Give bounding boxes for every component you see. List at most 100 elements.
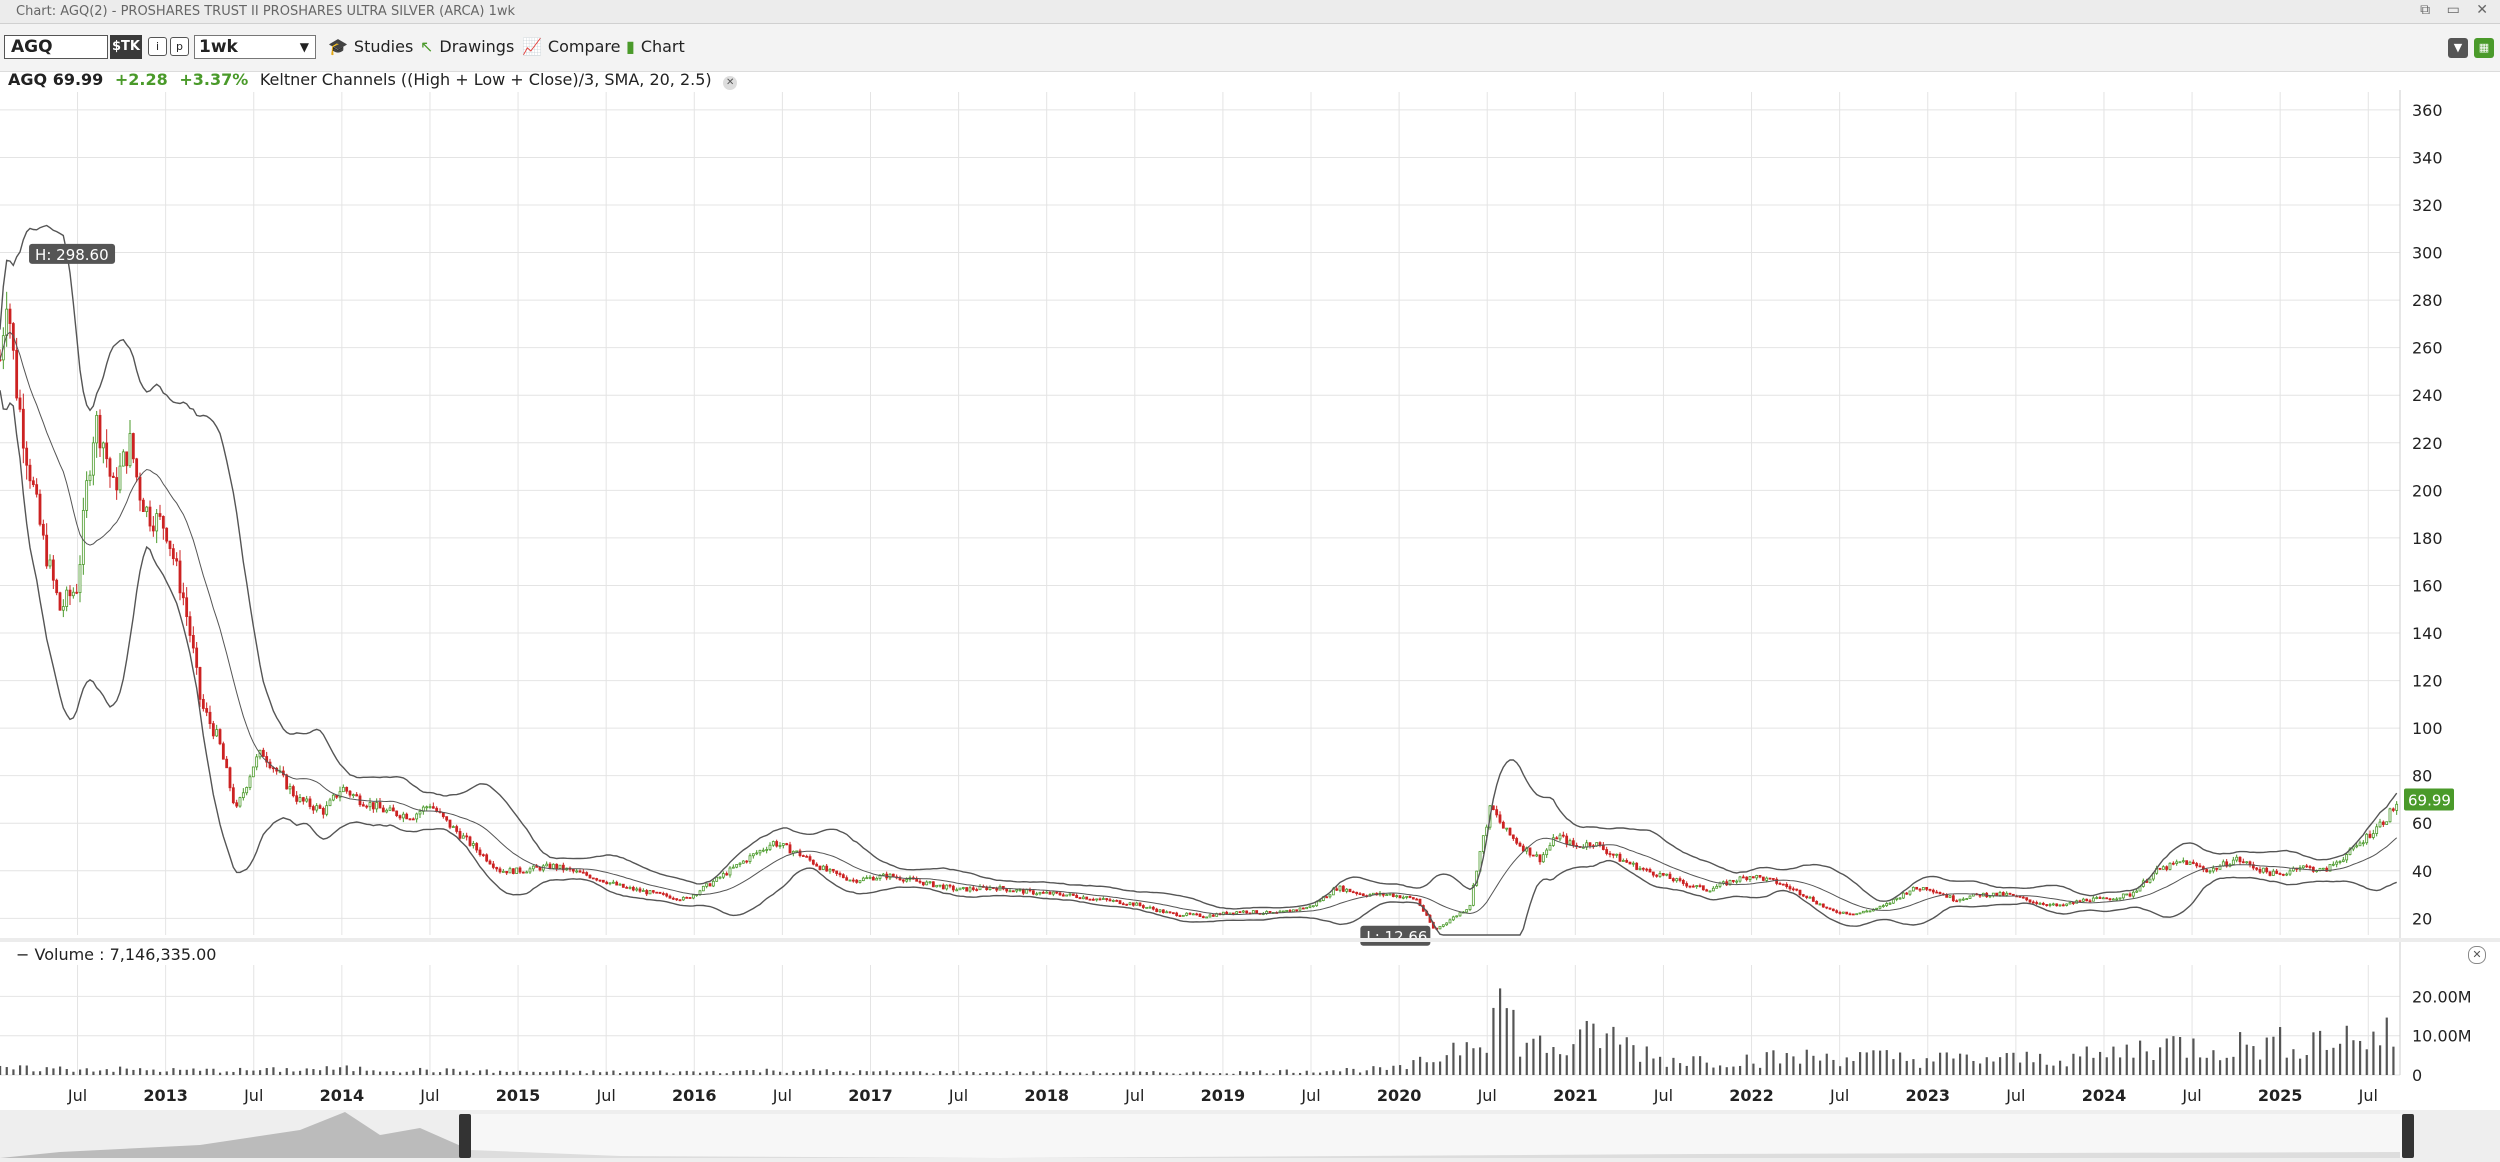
candle-body (1818, 903, 1822, 906)
close-volume-icon[interactable]: ✕ (2468, 946, 2486, 964)
pin-icon[interactable]: p (170, 37, 189, 56)
time-axis-label: 2020 (1377, 1086, 1422, 1105)
volume-bar (99, 1070, 102, 1075)
volume-bar (1139, 1071, 1142, 1075)
candle-body (388, 807, 392, 811)
navigator-selection[interactable] (465, 1114, 2407, 1158)
candle-body (1528, 847, 1532, 856)
collapse-icon[interactable]: − (16, 945, 30, 964)
time-axis-label: 2017 (848, 1086, 893, 1105)
candle-body (428, 806, 432, 809)
candle-body (828, 868, 832, 872)
candle-body (1515, 838, 1519, 844)
volume-bar (2099, 1051, 2102, 1075)
candle-body (2135, 890, 2139, 893)
candle-body (515, 867, 519, 874)
candle-body (1778, 883, 1782, 885)
volume-bar (785, 1072, 788, 1075)
candle-body (1235, 911, 1239, 915)
navigator-handle[interactable] (2402, 1114, 2414, 1158)
candle-body (418, 810, 422, 815)
volume-bar (2152, 1060, 2155, 1075)
volume-bar (825, 1069, 828, 1075)
volume-bar (165, 1071, 168, 1075)
volume-bar (332, 1069, 335, 1075)
candle-body (795, 850, 799, 853)
candle-body (2275, 870, 2279, 874)
volume-bar (1325, 1071, 1328, 1075)
volume-bar (1772, 1050, 1775, 1075)
price-tick-label: 160 (2412, 576, 2443, 595)
remove-study-icon[interactable]: ✕ (723, 76, 738, 90)
candle-body (651, 890, 655, 893)
candle-body (2388, 808, 2392, 823)
chart-type-button[interactable]: ▮ Chart (626, 37, 685, 56)
volume-bar (339, 1067, 342, 1075)
volume-bar (5, 1067, 8, 1075)
candle-body (1851, 913, 1855, 916)
keltner-upper-band (0, 224, 2398, 910)
volume-bar (2039, 1053, 2042, 1075)
candle-body (1608, 853, 1612, 855)
candle-body (1805, 895, 1809, 898)
candle-body (1838, 912, 1842, 914)
candle-body (761, 849, 765, 852)
studies-button[interactable]: 🎓 Studies (328, 37, 413, 56)
volume-bar (985, 1072, 988, 1075)
volume-bar (2219, 1060, 2222, 1075)
candle-body (1031, 890, 1035, 895)
candle-body (5, 308, 9, 337)
volume-bar (1212, 1073, 1215, 1075)
period-select[interactable]: 1wk ▼ (194, 35, 316, 59)
candle-body (1931, 889, 1935, 893)
candle-body (188, 616, 192, 636)
menu-dropdown-icon[interactable]: ▼ (2448, 38, 2468, 58)
security-type-button[interactable]: $TK (110, 35, 142, 59)
volume-bar (112, 1071, 115, 1075)
compare-button[interactable]: 📈 Compare (522, 37, 621, 56)
volume-bar (1199, 1071, 1202, 1075)
candle-body (1411, 897, 1415, 900)
candle-body (1938, 892, 1942, 895)
candle-body (1308, 905, 1312, 908)
volume-bar (2132, 1057, 2135, 1075)
drawings-button[interactable]: ↖ Drawings (420, 37, 514, 56)
candle-body (401, 813, 405, 819)
candle-body (2248, 861, 2252, 866)
candle-body (648, 890, 652, 895)
candle-body (2365, 833, 2369, 844)
volume-bar (1499, 988, 1502, 1075)
candle-body (591, 877, 595, 880)
volume-bar (1945, 1052, 1948, 1075)
candle-body (1391, 893, 1395, 897)
candle-body (1318, 900, 1322, 903)
volume-bar (645, 1071, 648, 1075)
volume-bar (552, 1071, 555, 1075)
candle-body (2071, 902, 2075, 904)
volume-bar (265, 1068, 268, 1075)
candle-body (1175, 912, 1179, 916)
study-label[interactable]: Keltner Channels ((High + Low + Close)/3… (259, 70, 712, 89)
candle-body (1548, 845, 1552, 851)
candle-body (1398, 895, 1402, 899)
candle-body (1081, 896, 1085, 900)
candle-body (2381, 821, 2385, 825)
window-controls[interactable]: ⧉ ▭ ✕ (2420, 2, 2494, 18)
layout-icon[interactable]: ▦ (2474, 38, 2494, 58)
symbol-input[interactable]: AGQ (4, 35, 108, 59)
candle-body (411, 818, 415, 821)
chart-toolbar: AGQ $TK i p 1wk ▼ 🎓 Studies ↖ Drawings 📈 Co… (0, 24, 2500, 72)
candle-body (948, 884, 952, 887)
info-icon[interactable]: i (148, 37, 167, 56)
candle-body (1665, 873, 1669, 876)
volume-bar (1985, 1057, 1988, 1075)
candle-body (771, 841, 775, 846)
volume-bar (2125, 1044, 2128, 1075)
time-axis-label: Jul (1829, 1086, 1849, 1105)
volume-bar (1679, 1063, 1682, 1075)
volume-bar (1892, 1059, 1895, 1075)
navigator-handle[interactable] (459, 1114, 471, 1158)
time-axis-label: 2022 (1729, 1086, 1774, 1105)
candle-body (1131, 902, 1135, 906)
